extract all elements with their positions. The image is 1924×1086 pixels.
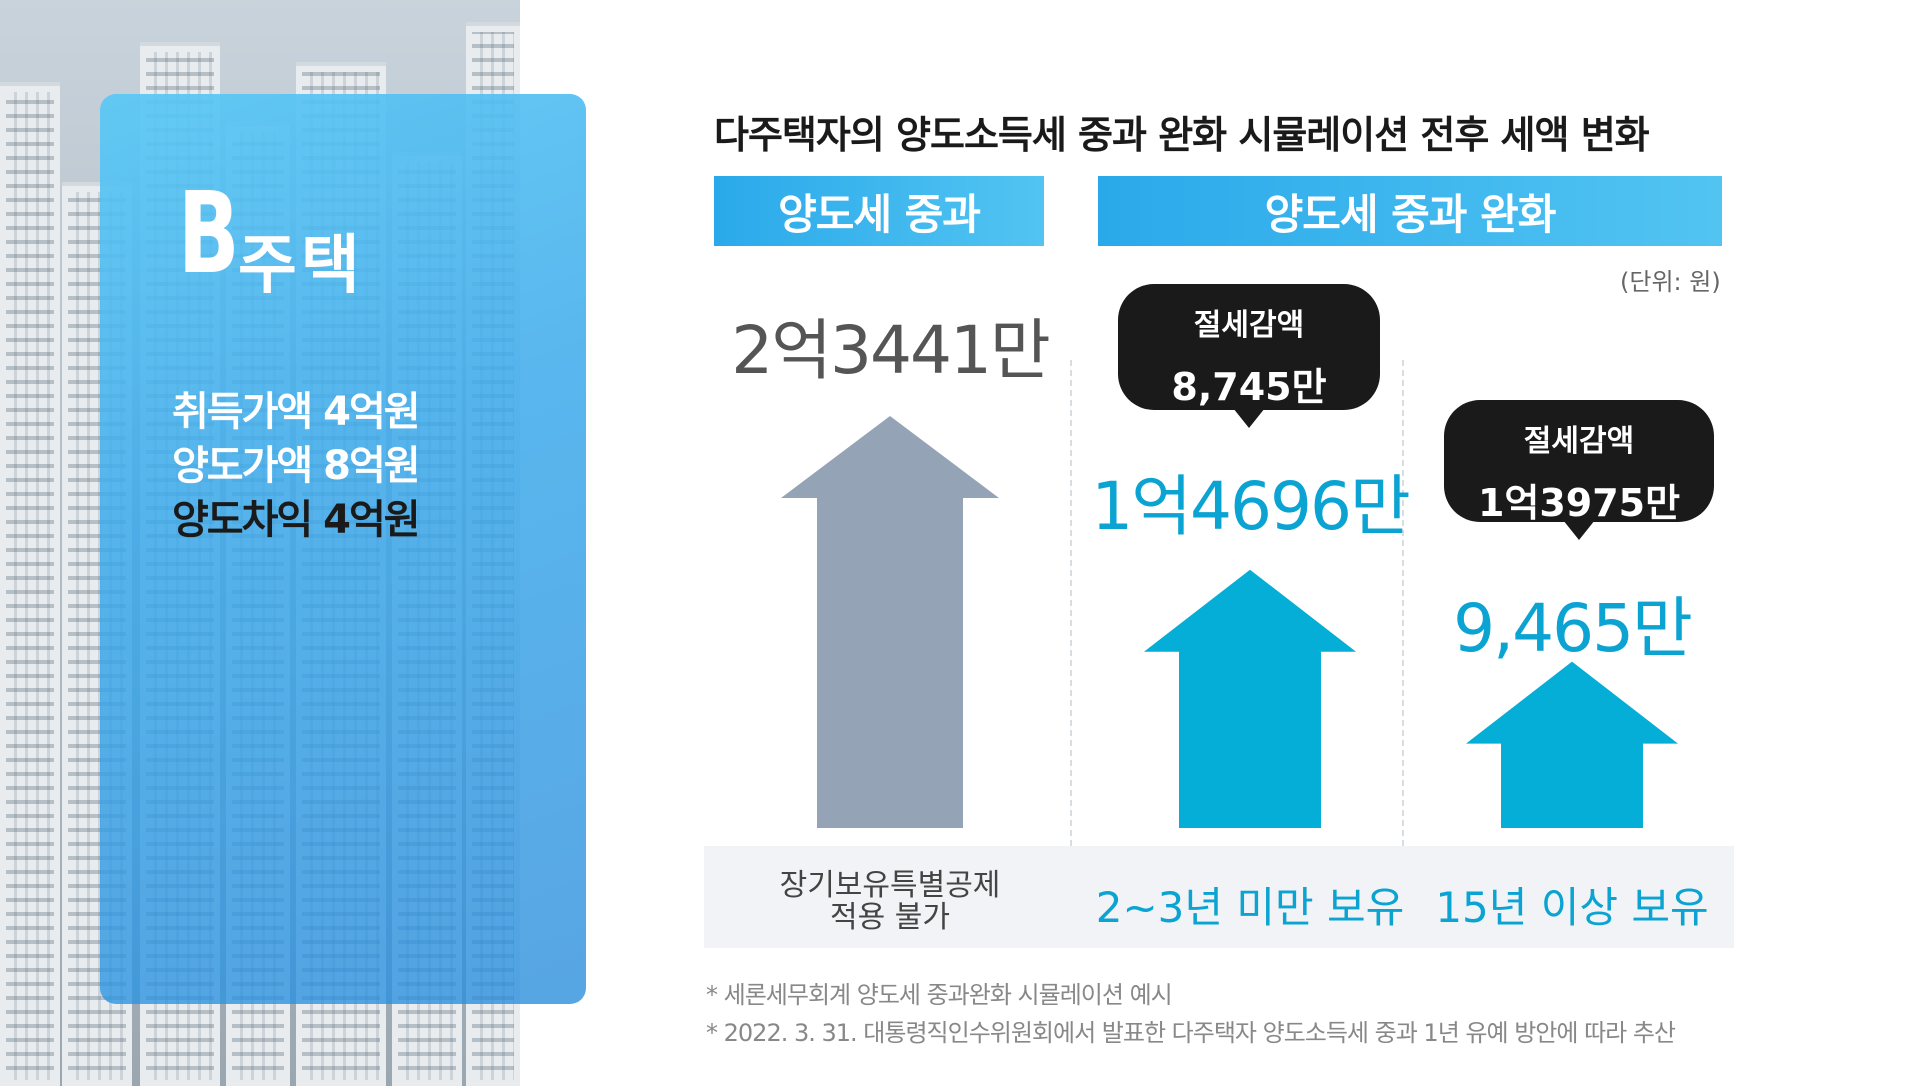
info-transfer: 양도가액 8억원: [172, 443, 421, 489]
house-letter: B: [178, 169, 240, 299]
value-label-1: 1억4696만: [1091, 468, 1410, 545]
footnote-2: * 2022. 3. 31. 대통령직인수위원회에서 발표한 다주택자 양도소득…: [706, 1019, 1676, 1048]
savings-bubble-1: 절세감액 8,745만: [1118, 284, 1380, 428]
value-label-2: 9,465만: [1453, 590, 1693, 667]
category-label-0-line1: 장기보유특별공제: [779, 868, 1001, 903]
arrow-bar-2: [1466, 661, 1678, 828]
category-label-0: 장기보유특별공제 적용 불가: [780, 870, 1001, 933]
savings-label-2: 절세감액: [1523, 424, 1635, 459]
savings-value-1: 8,745만: [1171, 365, 1327, 409]
savings-value-2: 1억3975만: [1477, 481, 1681, 525]
footnote-1: * 세론세무회계 양도세 중과완화 시뮬레이션 예시: [706, 981, 1173, 1009]
savings-label-1: 절세감액: [1193, 308, 1305, 343]
house-info-panel: [100, 94, 586, 1004]
group-header-after: 양도세 중과 완화: [1098, 176, 1722, 246]
category-label-2: 15년 이상 보유: [1435, 883, 1709, 932]
divider-2: [1402, 360, 1404, 846]
arrow-bar-1: [1144, 569, 1356, 828]
savings-bubble-2: 절세감액 1억3975만: [1444, 400, 1714, 540]
category-label-1: 2~3년 미만 보유: [1095, 883, 1405, 932]
arrow-bar-0: [781, 416, 999, 828]
info-gain: 양도차익 4억원: [172, 497, 421, 543]
category-band: [704, 846, 1734, 948]
chart-title: 다주택자의 양도소득세 중과 완화 시뮬레이션 전후 세액 변화: [714, 113, 1650, 157]
unit-label: (단위: 원): [1620, 268, 1721, 296]
value-label-0: 2억3441만: [731, 312, 1050, 389]
footnotes: * 세론세무회계 양도세 중과완화 시뮬레이션 예시 * 2022. 3. 31…: [706, 976, 1676, 1053]
info-acquisition: 취득가액 4억원: [172, 389, 421, 435]
category-label-0-line2: 적용 불가: [830, 899, 950, 935]
group-header-before: 양도세 중과: [714, 176, 1044, 246]
divider-1: [1070, 360, 1072, 846]
house-word: 주택: [238, 229, 364, 303]
